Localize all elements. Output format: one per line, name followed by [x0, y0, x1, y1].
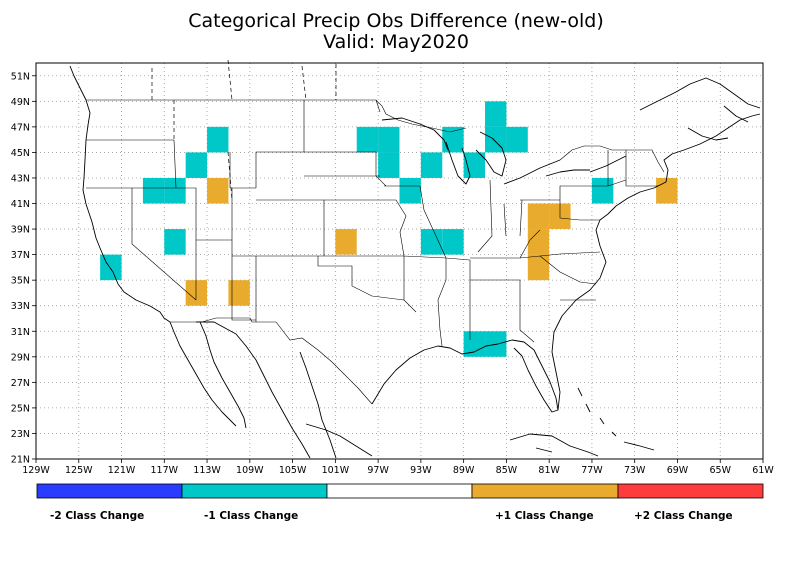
lat-tick-label: 43N	[11, 173, 30, 184]
legend-label-minus2: -2 Class Change	[50, 510, 144, 522]
lat-tick-label: 39N	[11, 225, 30, 236]
legend-swatch-minus1	[181, 483, 328, 499]
longitude-ticks: 129W 125W 121W 117W 113W 109W 105W 101W 97W 93W 89…	[22, 459, 774, 476]
lon-tick-label: 105W	[279, 465, 307, 476]
us-west-coast	[82, 99, 171, 323]
lat-tick-label: 23N	[11, 429, 30, 440]
lon-tick-label: 125W	[65, 465, 93, 476]
lat-tick-label: 49N	[11, 97, 30, 108]
lon-tick-label: 97W	[367, 465, 389, 476]
cell-plus1	[228, 280, 250, 306]
lat-tick-label: 21N	[11, 455, 30, 466]
plot-area	[36, 63, 763, 459]
lat-tick-label: 45N	[11, 148, 30, 159]
lon-tick-label: 69W	[667, 465, 689, 476]
cell-minus1	[142, 177, 165, 204]
cell-minus1	[463, 331, 486, 357]
lat-tick-label: 47N	[11, 122, 30, 133]
lon-tick-label: 93W	[410, 465, 432, 476]
legend-label-plus2: +2 Class Change	[634, 510, 733, 522]
cell-minus1	[378, 152, 400, 178]
state-lines-east	[437, 150, 658, 347]
canada-province-lines	[151, 59, 337, 201]
state-lines-west	[86, 100, 325, 322]
lat-tick-label: 27N	[11, 378, 30, 389]
gulf-coast	[371, 339, 559, 413]
cell-plus1	[207, 177, 229, 204]
cell-plus1	[527, 254, 550, 281]
cell-minus1	[356, 126, 379, 153]
canada-border	[86, 99, 665, 173]
lat-tick-label: 35N	[11, 276, 30, 287]
lon-tick-label: 117W	[151, 465, 179, 476]
cell-minus1	[420, 152, 443, 178]
lon-tick-label: 81W	[538, 465, 560, 476]
atlantic-coast	[551, 113, 761, 411]
lon-tick-label: 121W	[108, 465, 136, 476]
legend-swatch-plus2	[617, 483, 764, 499]
legend-swatch-plus1	[471, 483, 619, 499]
lon-tick-label: 101W	[322, 465, 350, 476]
baja-california	[169, 321, 247, 429]
lat-tick-label: 25N	[11, 403, 30, 414]
basemap	[69, 59, 761, 459]
cell-minus1	[591, 177, 614, 204]
legend: -2 Class Change -1 Class Change +1 Class…	[36, 483, 764, 522]
cell-plus1	[656, 177, 678, 204]
title-line-2: Valid: May2020	[323, 31, 469, 53]
cell-minus1	[164, 229, 186, 255]
legend-label-minus1: -1 Class Change	[204, 510, 298, 522]
cell-minus1	[506, 126, 528, 153]
latitude-ticks: 21N 23N 25N 27N 29N 31N 33N 35N 37N 39N 41N 43N 45N 4…	[11, 71, 36, 466]
legend-swatch-minus2	[36, 483, 183, 499]
lon-tick-label: 129W	[22, 465, 50, 476]
cell-minus1	[485, 126, 507, 153]
legend-label-plus1: +1 Class Change	[495, 510, 594, 522]
lat-tick-label: 31N	[11, 327, 30, 338]
lon-tick-label: 109W	[236, 465, 264, 476]
cell-minus1	[485, 101, 507, 127]
cell-minus1	[378, 126, 400, 153]
state-lines-central	[304, 99, 471, 313]
cell-minus1	[185, 152, 208, 178]
lon-tick-label: 61W	[752, 465, 774, 476]
cell-minus1	[207, 126, 229, 153]
cell-minus1	[399, 177, 421, 204]
plot-frame	[35, 62, 764, 460]
lon-tick-label: 77W	[581, 465, 603, 476]
title-line-1: Categorical Precip Obs Difference (new-o…	[188, 10, 603, 32]
cell-minus1	[420, 229, 443, 255]
lon-tick-label: 89W	[453, 465, 475, 476]
cell-plus1	[527, 203, 550, 230]
cell-minus1	[100, 254, 122, 281]
lon-tick-label: 65W	[709, 465, 731, 476]
lat-tick-label: 37N	[11, 250, 30, 261]
lat-tick-label: 41N	[11, 199, 30, 210]
mexico-border	[170, 317, 373, 405]
cell-plus1	[335, 229, 357, 255]
difference-cells	[100, 101, 678, 357]
cell-plus1	[527, 229, 550, 255]
cell-minus1	[442, 229, 464, 255]
legend-swatch-zero	[326, 483, 473, 499]
cell-plus1	[185, 280, 208, 306]
mexico-coast	[196, 321, 373, 459]
lat-tick-label: 29N	[11, 352, 30, 363]
cell-minus1	[164, 177, 186, 204]
lat-tick-label: 33N	[11, 301, 30, 312]
canada-coast	[69, 65, 761, 141]
lon-tick-label: 85W	[496, 465, 518, 476]
lon-tick-label: 113W	[193, 465, 221, 476]
lon-tick-label: 73W	[624, 465, 646, 476]
caribbean-islands	[509, 387, 655, 457]
lat-tick-label: 51N	[11, 71, 30, 82]
